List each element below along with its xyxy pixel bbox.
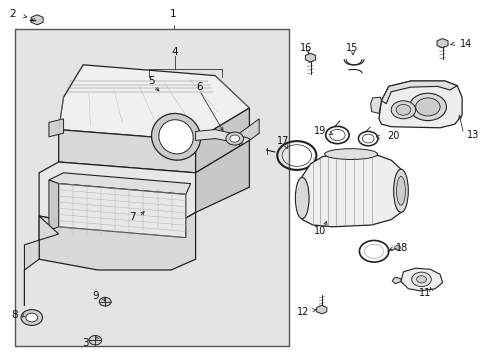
Polygon shape: [391, 277, 400, 284]
Polygon shape: [39, 212, 195, 270]
Ellipse shape: [295, 177, 308, 219]
Circle shape: [89, 336, 102, 345]
Text: 11: 11: [418, 288, 431, 298]
Polygon shape: [239, 119, 259, 148]
Text: 3: 3: [82, 338, 89, 348]
Text: 6: 6: [196, 82, 203, 92]
Circle shape: [411, 272, 430, 287]
Text: 8: 8: [11, 310, 18, 320]
Circle shape: [395, 104, 410, 115]
FancyBboxPatch shape: [15, 29, 288, 346]
Polygon shape: [195, 140, 249, 212]
Polygon shape: [305, 53, 315, 62]
Text: 20: 20: [386, 131, 399, 141]
Text: 4: 4: [171, 47, 178, 57]
Polygon shape: [39, 162, 195, 227]
Ellipse shape: [151, 113, 200, 160]
Ellipse shape: [393, 169, 407, 212]
Text: 14: 14: [459, 39, 471, 49]
Ellipse shape: [159, 120, 193, 154]
Text: 18: 18: [395, 243, 407, 253]
Polygon shape: [49, 173, 190, 194]
Circle shape: [359, 240, 388, 262]
Polygon shape: [370, 97, 381, 113]
Polygon shape: [59, 65, 249, 140]
Text: 1: 1: [170, 9, 177, 19]
Polygon shape: [400, 268, 442, 291]
Polygon shape: [378, 81, 461, 128]
Circle shape: [416, 276, 426, 283]
Text: 19: 19: [314, 126, 326, 136]
Circle shape: [390, 101, 415, 119]
Text: 12: 12: [296, 307, 309, 318]
Polygon shape: [195, 108, 249, 173]
Text: 15: 15: [345, 42, 358, 53]
Circle shape: [26, 313, 38, 322]
Polygon shape: [59, 184, 185, 238]
Text: 5: 5: [148, 76, 155, 86]
Ellipse shape: [324, 149, 377, 159]
Circle shape: [225, 132, 243, 145]
Polygon shape: [49, 119, 63, 137]
Text: 17: 17: [276, 136, 288, 146]
Circle shape: [99, 297, 111, 306]
Polygon shape: [195, 130, 249, 146]
Text: 7: 7: [128, 212, 135, 222]
Ellipse shape: [396, 176, 405, 205]
Polygon shape: [59, 130, 195, 173]
Polygon shape: [31, 15, 43, 25]
Polygon shape: [381, 81, 456, 104]
Circle shape: [408, 93, 446, 121]
Text: 10: 10: [313, 226, 326, 236]
Circle shape: [415, 98, 439, 116]
Text: 13: 13: [466, 130, 478, 140]
Circle shape: [229, 135, 239, 142]
Polygon shape: [24, 216, 59, 306]
Polygon shape: [49, 180, 59, 230]
Text: 9: 9: [92, 291, 99, 301]
Text: 2: 2: [9, 9, 16, 19]
Text: 16: 16: [299, 42, 311, 53]
Circle shape: [394, 246, 400, 250]
Circle shape: [21, 310, 42, 325]
Polygon shape: [302, 153, 400, 227]
Circle shape: [364, 244, 383, 258]
Polygon shape: [436, 39, 447, 48]
Polygon shape: [316, 305, 326, 314]
